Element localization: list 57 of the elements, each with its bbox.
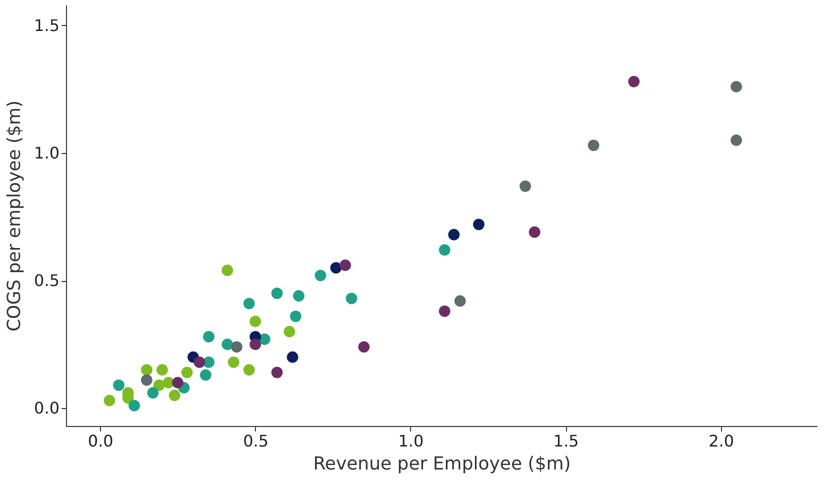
point	[258, 334, 270, 345]
point	[250, 338, 262, 350]
point	[113, 379, 124, 391]
point	[243, 298, 255, 310]
point	[156, 364, 168, 376]
point	[314, 270, 326, 282]
x-tick-label: 0.0	[88, 432, 114, 450]
x-tick-label: 0.5	[243, 432, 269, 450]
y-axis-title: COGS per employee ($m)	[4, 100, 26, 332]
point	[140, 374, 152, 386]
point	[271, 288, 283, 300]
y-tick-label: 1.5	[34, 16, 60, 35]
x-tick-label: 2.0	[708, 432, 734, 450]
point	[181, 366, 193, 378]
point	[438, 305, 450, 317]
point	[222, 338, 234, 350]
y-tick-label: 0.5	[34, 271, 60, 290]
x-axis-title: Revenue per Employee ($m)	[313, 454, 571, 474]
point	[454, 295, 466, 307]
point	[628, 76, 640, 88]
point	[290, 310, 302, 322]
y-tick-label: 1.0	[34, 143, 60, 162]
point	[730, 134, 742, 146]
point	[293, 290, 304, 302]
point	[203, 331, 214, 342]
point	[358, 341, 370, 353]
point	[194, 356, 206, 368]
point	[104, 394, 116, 406]
point	[448, 228, 460, 240]
point	[284, 326, 296, 338]
point	[147, 387, 159, 399]
x-tick-label: 1.0	[398, 432, 424, 450]
point	[168, 390, 180, 402]
point	[203, 356, 214, 368]
y-tick-label: 0.0	[34, 398, 60, 418]
point	[140, 364, 152, 376]
point	[128, 400, 140, 412]
x-tick-label: 1.5	[553, 432, 579, 450]
point	[473, 218, 484, 230]
point	[438, 244, 450, 256]
point	[228, 356, 240, 368]
point	[588, 140, 600, 152]
point	[243, 364, 255, 376]
point	[286, 351, 298, 363]
point	[200, 369, 212, 381]
point	[340, 260, 351, 271]
point	[346, 292, 358, 304]
point	[330, 262, 342, 274]
point	[250, 316, 262, 328]
point	[172, 376, 184, 388]
point	[730, 80, 742, 92]
point	[520, 180, 531, 192]
point	[230, 341, 242, 353]
point	[162, 376, 174, 388]
point	[271, 366, 283, 378]
point	[528, 226, 540, 238]
point	[222, 264, 234, 276]
